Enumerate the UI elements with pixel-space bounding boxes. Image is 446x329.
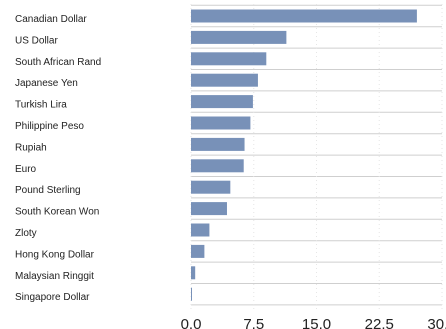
bar-rupiah (191, 137, 245, 151)
bars (191, 9, 417, 301)
x-tick-label: 22.5 (365, 316, 394, 329)
x-tick-label: 15.0 (302, 316, 331, 329)
bar-us-dollar (191, 30, 287, 44)
x-tick-labels: 0.0 7.5 15.0 22.5 30.0 (181, 316, 446, 329)
x-tick-label: 7.5 (243, 316, 264, 329)
bar-zloty (191, 223, 210, 237)
category-label: South Korean Won (15, 207, 99, 218)
category-label: Hong Kong Dollar (15, 249, 95, 260)
bar-philippine-peso (191, 116, 251, 130)
bar-south-african-rand (191, 52, 267, 66)
category-label: South African Rand (15, 57, 101, 68)
bar-euro (191, 159, 244, 173)
category-label: Singapore Dollar (15, 292, 90, 303)
bar-south-korean-won (191, 202, 227, 216)
category-label: US Dollar (15, 35, 58, 46)
bar-hong-kong-dollar (191, 244, 205, 258)
bar-canadian-dollar (191, 9, 417, 23)
bar-pound-sterling (191, 180, 231, 194)
category-labels: Canadian Dollar US Dollar South African Ra… (15, 14, 101, 303)
category-label: Turkish Lira (15, 100, 67, 111)
category-label: Malaysian Ringgit (15, 271, 94, 282)
category-label: Pound Sterling (15, 185, 81, 196)
category-label: Rupiah (15, 142, 47, 153)
bar-malaysian-ringgit (191, 266, 196, 280)
category-label: Euro (15, 164, 37, 175)
bar-singapore-dollar (191, 287, 192, 301)
grid (190, 4, 443, 310)
x-tick-label: 0.0 (181, 316, 202, 329)
category-label: Philippine Peso (15, 121, 84, 132)
category-label: Zloty (15, 228, 37, 239)
category-label: Japanese Yen (15, 78, 78, 89)
x-tick-label: 30.0 (427, 316, 446, 329)
bar-turkish-lira (191, 95, 253, 109)
bar-japanese-yen (191, 73, 258, 87)
category-label: Canadian Dollar (15, 14, 87, 25)
